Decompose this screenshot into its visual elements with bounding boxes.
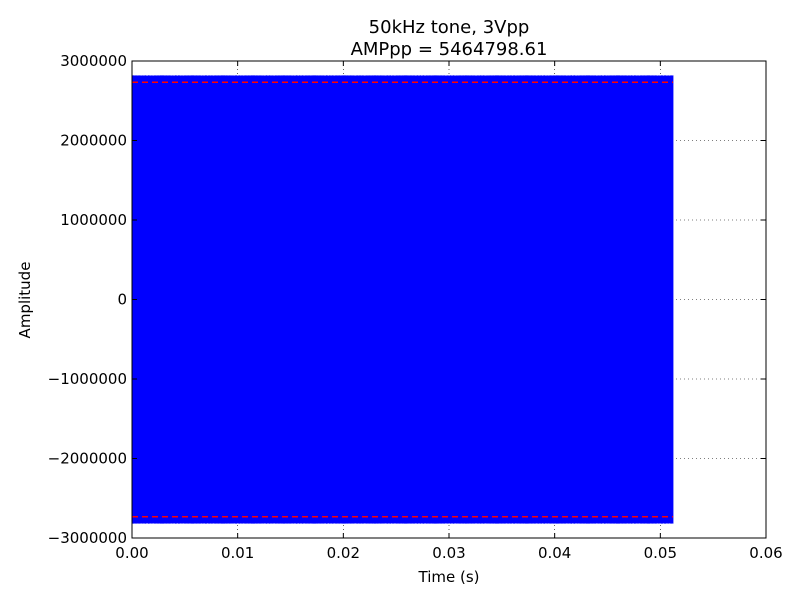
- y-tick-label: 1000000: [60, 211, 127, 229]
- y-tick-label: −2000000: [48, 450, 127, 468]
- x-tick-label: 0.01: [221, 544, 254, 562]
- y-tick-label: −3000000: [48, 529, 127, 547]
- x-tick-label: 0.00: [115, 544, 148, 562]
- x-tick-label: 0.06: [749, 544, 782, 562]
- y-axis-label: Amplitude: [16, 262, 34, 339]
- chart-title-line-1: 50kHz tone, 3Vpp: [369, 17, 530, 38]
- reference-lines: [132, 81, 674, 518]
- series-line: [131, 75, 674, 524]
- x-axis-label: Time (s): [418, 568, 480, 586]
- y-tick-label: 0: [117, 291, 127, 309]
- y-tick-label: 3000000: [60, 52, 127, 70]
- y-tick-label: −1000000: [48, 370, 127, 388]
- y-tick-label: 2000000: [60, 132, 127, 150]
- series-layer: [131, 75, 674, 524]
- ticks: 0.00 0.01 0.02 0.03 0.04 0.05 0.06 −3000000 −200…: [48, 52, 783, 562]
- x-tick-label: 0.04: [538, 544, 571, 562]
- x-tick-label: 0.02: [327, 544, 360, 562]
- x-tick-label: 0.05: [644, 544, 677, 562]
- x-tick-label: 0.03: [432, 544, 465, 562]
- chart-title-line-2: AMPpp = 5464798.61: [351, 39, 548, 60]
